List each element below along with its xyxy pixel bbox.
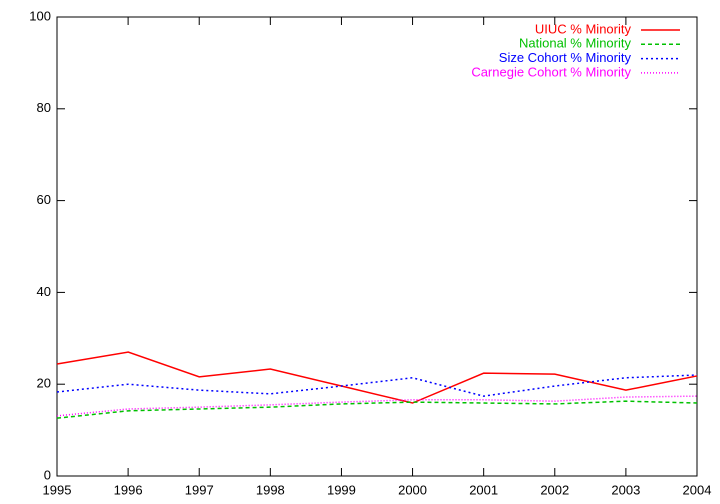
plot-border: [56, 16, 698, 477]
series-line: [56, 374, 698, 397]
x-tick-label: 2003: [611, 482, 640, 497]
series-line: [56, 395, 698, 417]
x-tick-label: 1996: [114, 482, 143, 497]
x-tick-label: 1997: [185, 482, 214, 497]
legend-label: Size Cohort % Minority: [499, 50, 632, 65]
legend-label: Carnegie Cohort % Minority: [471, 64, 631, 79]
x-tick-label: 1995: [43, 482, 72, 497]
legend-label: National % Minority: [519, 36, 631, 51]
series-line: [56, 400, 698, 419]
x-tick-label: 1999: [327, 482, 356, 497]
legend-label: UIUC % Minority: [535, 21, 632, 36]
y-tick-label: 0: [44, 467, 51, 482]
x-tick-label: 2002: [540, 482, 569, 497]
y-tick-label: 100: [29, 8, 51, 23]
y-tick-label: 40: [37, 284, 51, 299]
y-tick-label: 60: [37, 192, 51, 207]
x-tick-label: 2004: [683, 482, 712, 497]
x-tick-label: 1998: [256, 482, 285, 497]
x-tick-label: 2001: [469, 482, 498, 497]
y-tick-label: 80: [37, 100, 51, 115]
y-tick-label: 20: [37, 376, 51, 391]
x-tick-label: 2000: [398, 482, 427, 497]
series-line: [56, 351, 698, 404]
